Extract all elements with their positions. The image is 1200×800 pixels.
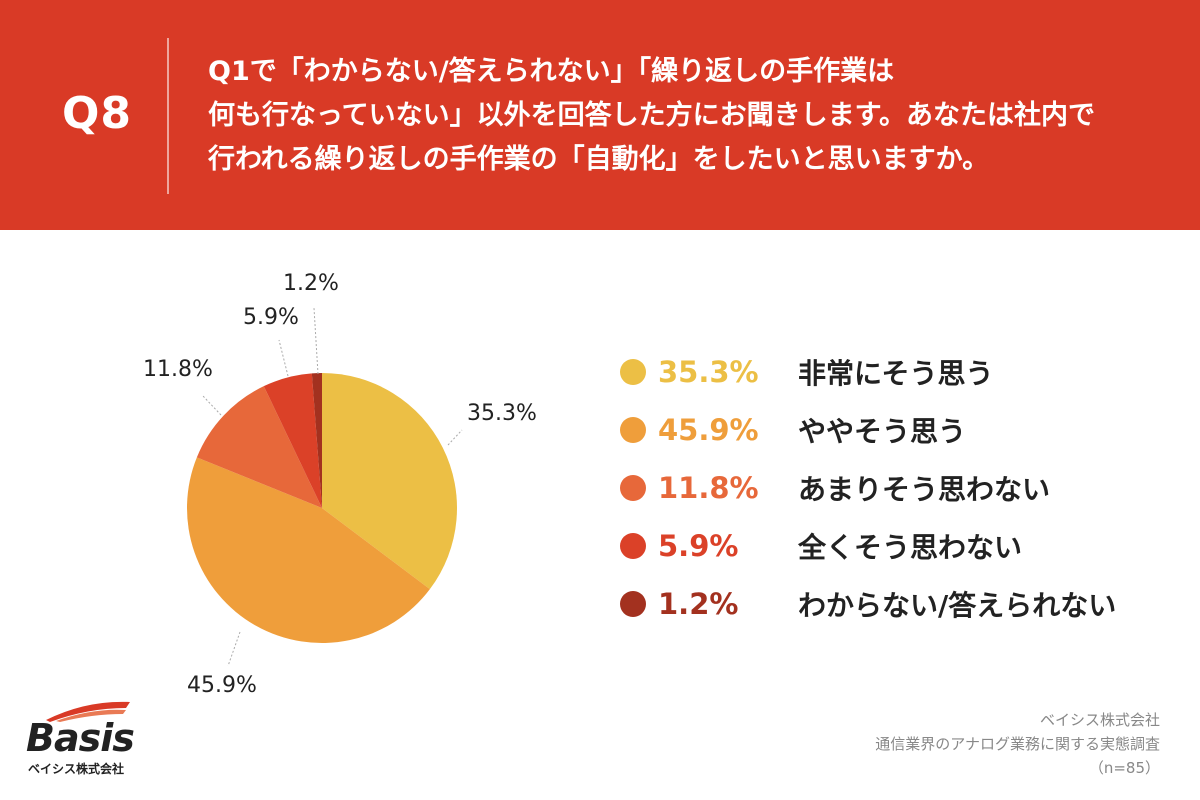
question-text: Q1で「わからない/答えられない」「繰り返しの手作業は 何も行なっていない」以外… xyxy=(208,50,1168,182)
source-line: ベイシス株式会社 xyxy=(1039,711,1160,729)
question-line-3: 行われる繰り返しの手作業の「自動化」をしたいと思いますか。 xyxy=(208,144,990,175)
company-logo: Basis ベイシス株式会社 xyxy=(26,698,136,778)
legend-label: わからない/答えられない xyxy=(798,589,1117,622)
legend-item: 11.8% あまりそう思わない xyxy=(620,459,1116,517)
pie-slice xyxy=(311,373,322,508)
legend-swatch xyxy=(620,591,646,617)
pie-data-label: 11.8% xyxy=(143,357,213,382)
header-divider xyxy=(167,38,169,194)
pie-leader-line xyxy=(202,395,222,416)
legend-label: 全くそう思わない xyxy=(798,531,1023,564)
pie-chart: 35.3% 45.9% 11.8% 5.9% 1.2% xyxy=(143,271,537,698)
header-banner: Q8 Q1で「わからない/答えられない」「繰り返しの手作業は 何も行なっていない… xyxy=(0,0,1200,230)
legend-item: 45.9% ややそう思う xyxy=(620,401,1116,459)
legend-percent: 35.3% xyxy=(658,355,759,389)
legend-item: 1.2% わからない/答えられない xyxy=(620,575,1116,633)
pie-data-label: 45.9% xyxy=(187,673,257,698)
legend-percent: 5.9% xyxy=(658,529,739,563)
pie-leader-line xyxy=(227,631,241,667)
logo-swoosh-icon xyxy=(46,701,130,722)
question-number: Q8 xyxy=(62,88,133,139)
legend: 35.3% 非常にそう思う 45.9% ややそう思う 11.8% あまりそう思わ… xyxy=(620,343,1116,633)
pie-slice xyxy=(322,373,457,590)
pie-data-label: 1.2% xyxy=(283,271,339,296)
logo-wordmark: Basis xyxy=(26,716,135,760)
pie-leader-line xyxy=(447,429,463,446)
pie-slice xyxy=(187,457,430,643)
legend-label: ややそう思う xyxy=(798,415,967,448)
legend-swatch xyxy=(620,417,646,443)
pie-leader-line xyxy=(313,307,319,375)
legend-label: あまりそう思わない xyxy=(798,473,1051,506)
source-line: 通信業界のアナログ業務に関する実態調査 xyxy=(875,735,1160,753)
pie-slice xyxy=(263,373,322,508)
legend-item: 5.9% 全くそう思わない xyxy=(620,517,1116,575)
source-line: （n=85） xyxy=(1088,759,1160,777)
question-line-2: 何も行なっていない」以外を回答した方にお聞きします。あなたは社内で xyxy=(208,100,1095,131)
pie-leader-line xyxy=(278,339,289,377)
legend-percent: 1.2% xyxy=(658,587,739,621)
pie-data-label: 5.9% xyxy=(243,305,299,330)
pie-slice xyxy=(196,386,322,508)
pie-data-label: 35.3% xyxy=(467,401,537,426)
legend-item: 35.3% 非常にそう思う xyxy=(620,343,1116,401)
legend-percent: 45.9% xyxy=(658,413,759,447)
legend-percent: 11.8% xyxy=(658,471,759,505)
legend-swatch xyxy=(620,475,646,501)
legend-swatch xyxy=(620,359,646,385)
legend-swatch xyxy=(620,533,646,559)
source-note: ベイシス株式会社 通信業界のアナログ業務に関する実態調査 （n=85） xyxy=(875,708,1160,780)
logo-company-name: ベイシス株式会社 xyxy=(28,762,125,776)
legend-label: 非常にそう思う xyxy=(798,357,994,390)
question-line-1: Q1で「わからない/答えられない」「繰り返しの手作業は xyxy=(208,56,895,87)
